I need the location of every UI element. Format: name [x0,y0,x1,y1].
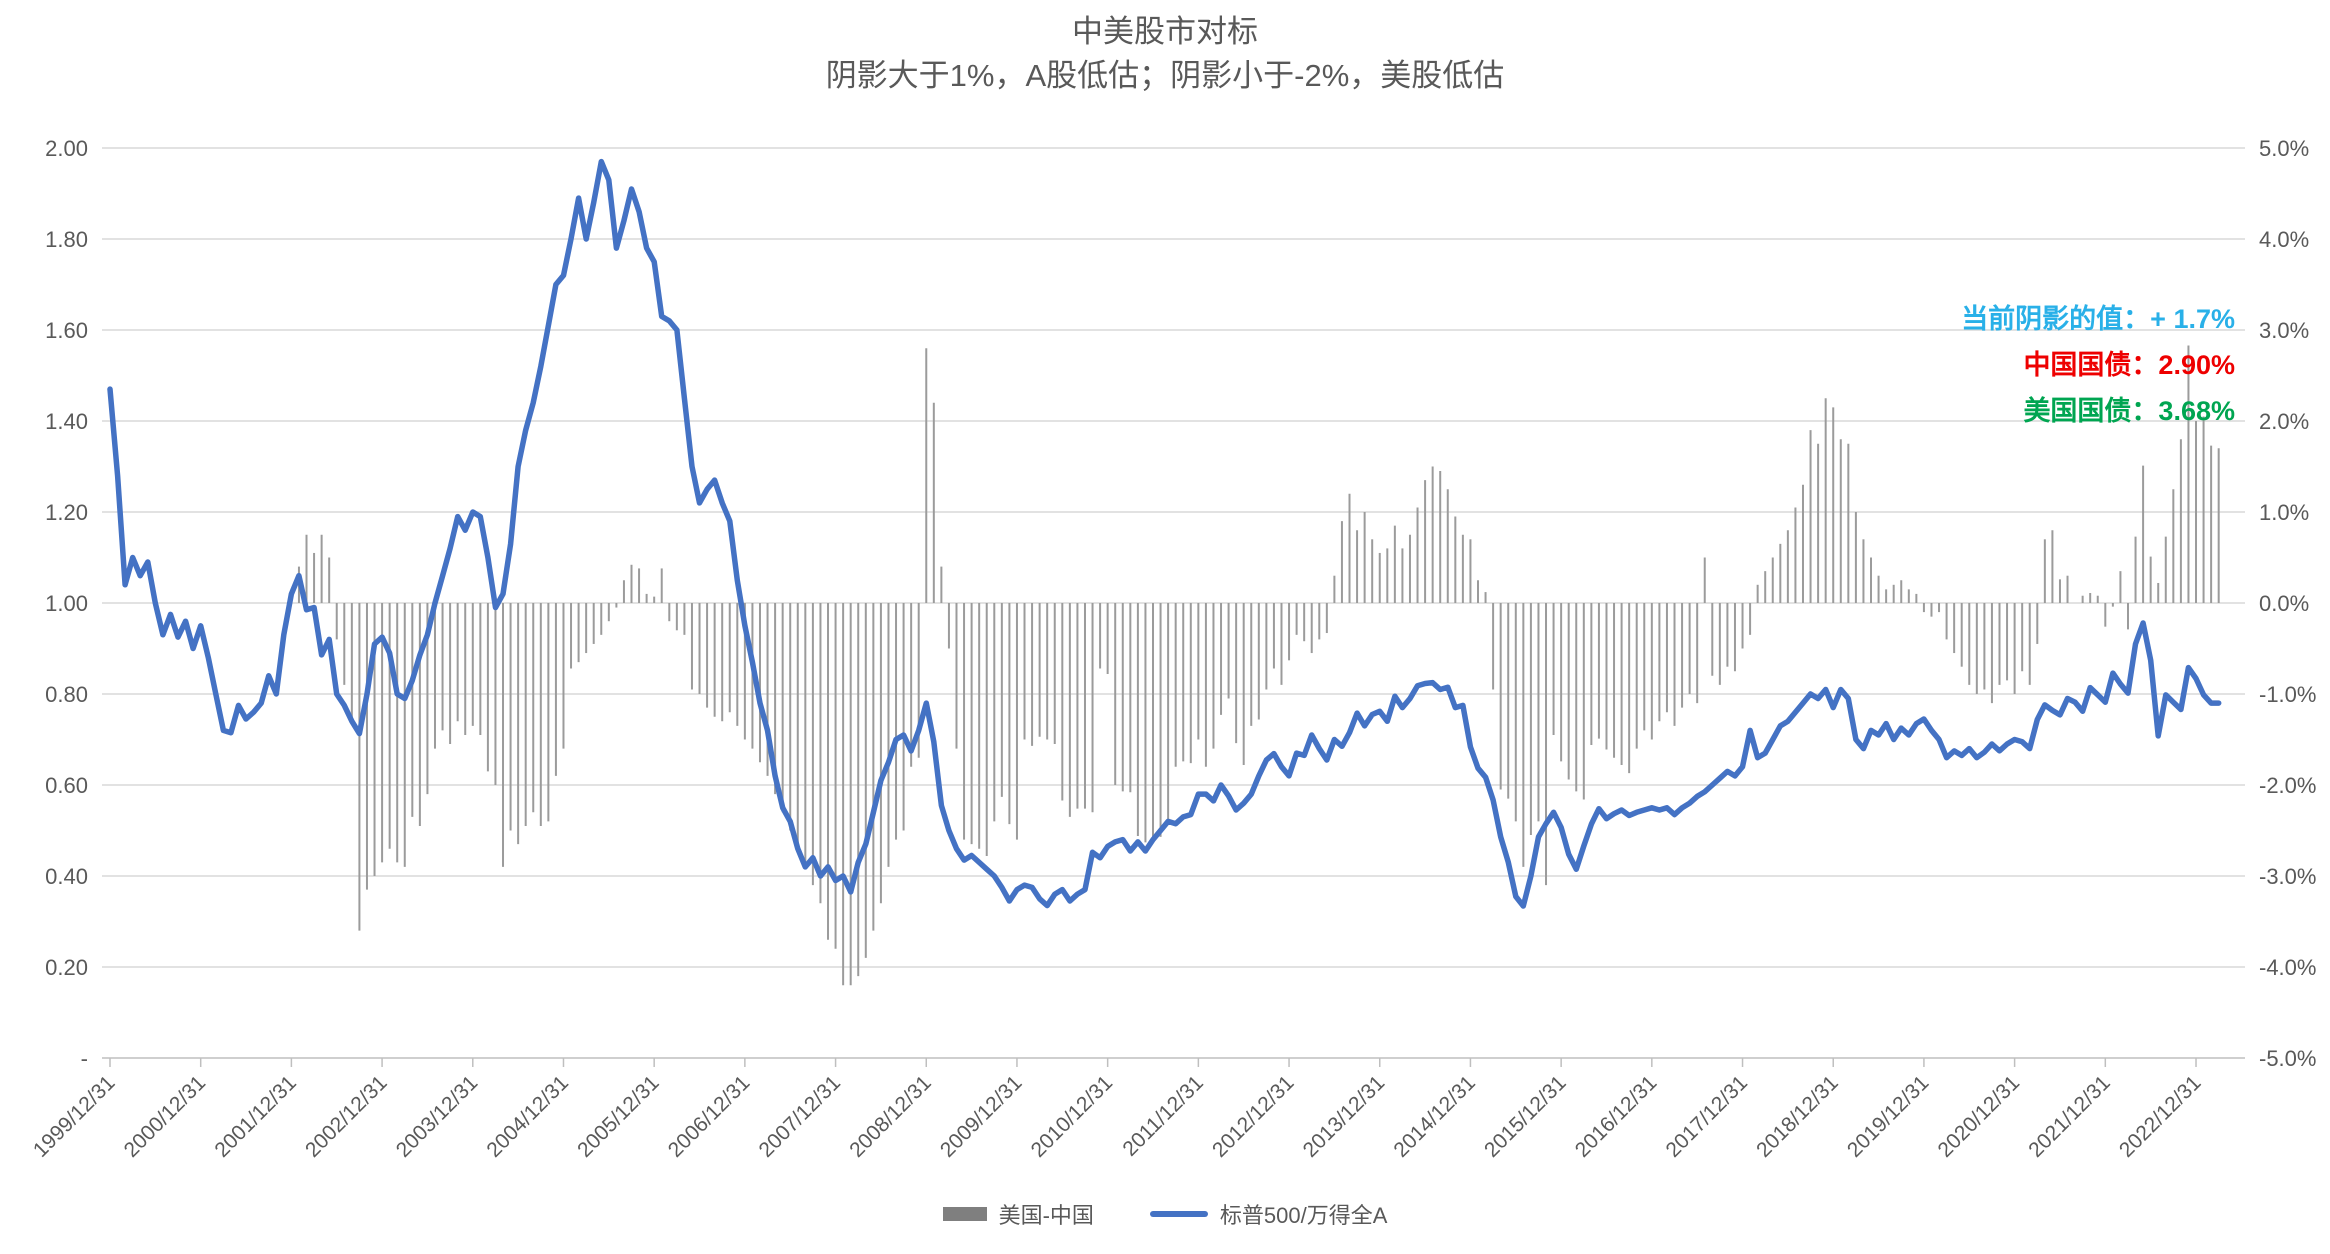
svg-text:-: - [81,1046,88,1071]
svg-text:4.0%: 4.0% [2259,227,2309,252]
svg-text:-5.0%: -5.0% [2259,1046,2316,1071]
page-subtitle: 阴影大于1%，A股低估；阴影小于-2%，美股低估 [825,58,1505,93]
annotations: 当前阴影的值：+ 1.7% 中国国债：2.90% 美国国债：3.68% [1961,296,2235,434]
svg-text:2017/12/31: 2017/12/31 [1661,1071,1752,1162]
svg-text:2021/12/31: 2021/12/31 [2024,1071,2115,1162]
svg-text:2012/12/31: 2012/12/31 [1208,1071,1299,1162]
svg-text:5.0%: 5.0% [2259,136,2309,161]
svg-text:1.0%: 1.0% [2259,500,2309,525]
svg-text:3.0%: 3.0% [2259,318,2309,343]
svg-text:2007/12/31: 2007/12/31 [755,1071,846,1162]
svg-text:0.40: 0.40 [45,864,88,889]
svg-text:2019/12/31: 2019/12/31 [1843,1071,1934,1162]
svg-text:1999/12/31: 1999/12/31 [29,1071,120,1162]
svg-text:2.00: 2.00 [45,136,88,161]
line-swatch-icon [1149,1211,1208,1217]
svg-text:0.80: 0.80 [45,682,88,707]
annotation-us-bond: 美国国债：3.68% [2023,396,2235,426]
annotation-current-shadow: 当前阴影的值：+ 1.7% [1961,304,2235,334]
svg-text:0.20: 0.20 [45,955,88,980]
svg-text:0.0%: 0.0% [2259,591,2309,616]
svg-text:2016/12/31: 2016/12/31 [1571,1071,1662,1162]
title-block: 中美股市对标 阴影大于1%，A股低估；阴影小于-2%，美股低估 [0,10,2330,98]
legend-item-line: 标普500/万得全A [1149,1198,1388,1230]
svg-text:2009/12/31: 2009/12/31 [936,1071,1027,1162]
svg-text:2010/12/31: 2010/12/31 [1027,1071,1118,1162]
legend-item-bar: 美国-中国 [942,1198,1094,1230]
svg-text:-3.0%: -3.0% [2259,864,2316,889]
chart-legend: 美国-中国 标普500/万得全A [0,1198,2330,1230]
svg-text:-4.0%: -4.0% [2259,955,2316,980]
svg-text:2011/12/31: 2011/12/31 [1118,1071,1207,1160]
svg-text:2000/12/31: 2000/12/31 [120,1071,211,1162]
svg-text:2020/12/31: 2020/12/31 [1934,1071,2025,1162]
legend-bar-label: 美国-中国 [998,1203,1094,1228]
svg-text:2014/12/31: 2014/12/31 [1389,1071,1480,1162]
svg-text:-1.0%: -1.0% [2259,682,2316,707]
svg-text:2002/12/31: 2002/12/31 [301,1071,392,1162]
svg-text:1.40: 1.40 [45,409,88,434]
svg-text:2008/12/31: 2008/12/31 [845,1071,936,1162]
svg-text:2018/12/31: 2018/12/31 [1752,1071,1843,1162]
svg-text:2005/12/31: 2005/12/31 [573,1071,664,1162]
annotation-china-bond: 中国国债：2.90% [2023,350,2235,380]
svg-text:2015/12/31: 2015/12/31 [1480,1071,1571,1162]
svg-text:2.0%: 2.0% [2259,409,2309,434]
svg-text:2006/12/31: 2006/12/31 [664,1071,755,1162]
svg-text:1.20: 1.20 [45,500,88,525]
svg-text:-2.0%: -2.0% [2259,773,2316,798]
bar-swatch-icon [942,1207,987,1221]
svg-text:2022/12/31: 2022/12/31 [2115,1071,2206,1162]
svg-text:2004/12/31: 2004/12/31 [482,1071,573,1162]
svg-text:2003/12/31: 2003/12/31 [392,1071,483,1162]
svg-text:1.00: 1.00 [45,591,88,616]
legend-line-label: 标普500/万得全A [1219,1203,1388,1228]
svg-text:1.80: 1.80 [45,227,88,252]
svg-text:0.60: 0.60 [45,773,88,798]
svg-text:1.60: 1.60 [45,318,88,343]
svg-text:2001/12/31: 2001/12/31 [210,1071,301,1162]
page-title: 中美股市对标 [1072,14,1258,49]
svg-text:2013/12/31: 2013/12/31 [1299,1071,1390,1162]
